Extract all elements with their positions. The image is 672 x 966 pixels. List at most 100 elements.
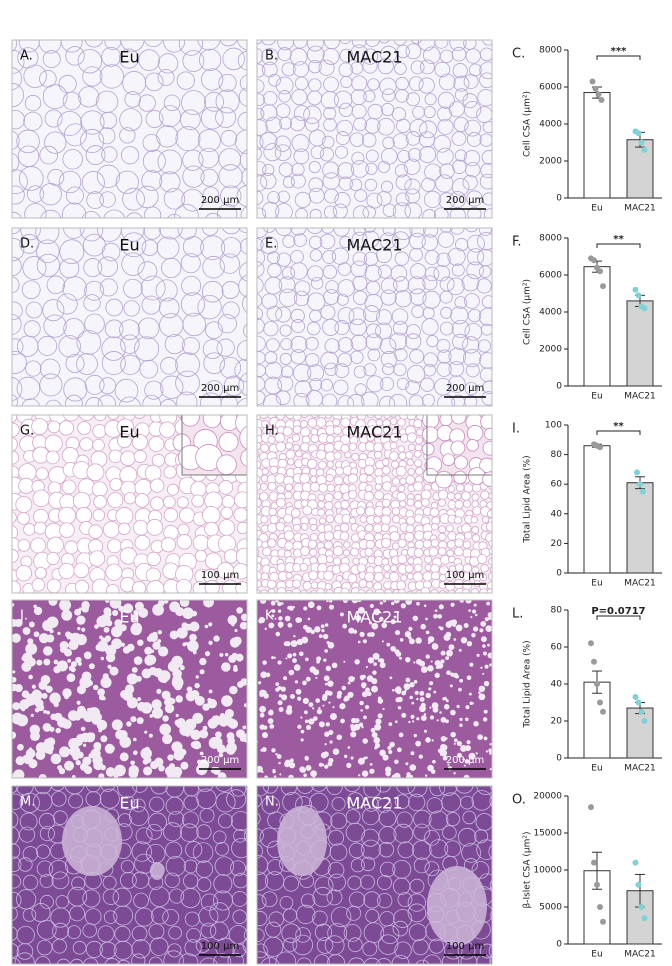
cell <box>474 829 489 844</box>
lipid-droplet <box>405 600 413 605</box>
lipid-droplet <box>271 656 275 660</box>
cell <box>424 555 433 564</box>
cell <box>12 82 25 108</box>
lipid-droplet <box>489 751 492 755</box>
lipid-droplet <box>436 719 439 722</box>
cell <box>315 417 327 428</box>
lipid-droplet <box>350 723 354 728</box>
cell <box>412 938 429 956</box>
cell <box>276 562 286 573</box>
cell <box>200 893 219 911</box>
lipid-droplet <box>429 706 432 709</box>
lipid-droplet <box>316 605 322 611</box>
lipid-droplet <box>300 729 305 734</box>
lipid-droplet <box>278 616 283 621</box>
cell <box>381 498 391 508</box>
cell <box>379 861 396 878</box>
cell <box>315 468 325 477</box>
cell <box>218 480 234 495</box>
cell <box>119 108 143 132</box>
significance-label: P=0.0717 <box>591 606 645 617</box>
cell <box>123 278 143 299</box>
cell <box>296 904 316 925</box>
cell <box>332 425 342 435</box>
lipid-droplet <box>288 762 294 768</box>
cell <box>333 228 350 237</box>
lipid-droplet <box>374 746 378 750</box>
cell <box>422 415 440 429</box>
lipid-droplet <box>265 672 271 678</box>
cell <box>479 173 492 190</box>
lipid-droplet <box>131 622 143 634</box>
cell <box>16 376 41 401</box>
data-point <box>588 640 594 647</box>
lipid-droplet <box>189 621 200 632</box>
cell <box>376 309 392 326</box>
lipid-droplet <box>302 697 309 705</box>
cell <box>309 589 319 593</box>
lipid-droplet <box>465 600 472 604</box>
cell <box>455 483 465 492</box>
cell <box>364 523 374 533</box>
cell <box>378 841 395 858</box>
cell <box>238 372 247 397</box>
cell <box>436 338 451 353</box>
lipid-droplet <box>277 685 282 691</box>
cell <box>45 450 60 465</box>
cell <box>334 363 350 378</box>
cell <box>68 793 84 809</box>
cell <box>361 839 381 860</box>
panel-letter: E. <box>265 237 277 252</box>
cell <box>400 574 408 582</box>
cell <box>310 475 318 483</box>
cell <box>380 376 395 391</box>
lipid-droplet <box>394 720 398 724</box>
cell <box>307 364 325 382</box>
lipid-droplet <box>164 698 172 706</box>
islet <box>150 862 164 880</box>
cell <box>267 538 277 548</box>
lipid-droplet <box>12 683 18 692</box>
cell <box>391 231 410 250</box>
lipid-droplet <box>449 684 453 688</box>
cell <box>65 186 84 205</box>
lipid-droplet <box>80 726 86 732</box>
cell <box>88 550 106 567</box>
cell <box>223 375 245 397</box>
cell <box>438 525 446 534</box>
lipid-droplet <box>295 688 302 695</box>
lipid-droplet <box>340 612 344 617</box>
lipid-droplet <box>390 619 396 625</box>
cell <box>174 203 199 218</box>
cell <box>353 117 368 132</box>
lipid-droplet <box>150 760 159 770</box>
cell <box>226 789 246 810</box>
cell <box>257 63 266 78</box>
lipid-droplet <box>312 716 318 721</box>
cell <box>278 90 291 103</box>
lipid-droplet <box>308 702 314 708</box>
lipid-droplet <box>446 649 453 657</box>
lipid-droplet <box>162 733 173 745</box>
lipid-droplet <box>365 665 368 669</box>
lipid-droplet <box>168 763 176 770</box>
cell <box>317 493 325 502</box>
lipid-droplet <box>478 691 481 694</box>
lipid-droplet <box>275 753 278 756</box>
lipid-droplet <box>316 656 322 662</box>
cell <box>44 109 63 128</box>
cell <box>482 192 492 206</box>
lipid-droplet <box>208 689 213 694</box>
lipid-droplet <box>372 652 380 660</box>
lipid-droplet <box>353 723 361 731</box>
y-tick-label: 0 <box>556 382 562 392</box>
cell <box>397 149 411 163</box>
lipid-droplet <box>434 672 440 678</box>
cell <box>36 939 53 956</box>
lipid-droplet <box>425 630 430 635</box>
lipid-droplet <box>187 640 199 652</box>
lipid-droplet <box>448 620 455 627</box>
lipid-droplet <box>304 719 309 724</box>
cell <box>177 523 190 536</box>
cell <box>140 275 166 301</box>
